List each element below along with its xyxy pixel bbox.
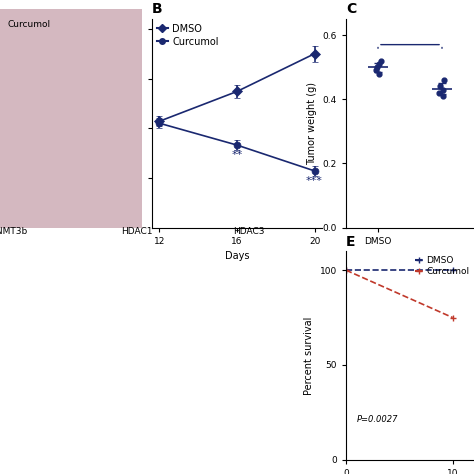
Point bbox=[377, 57, 385, 64]
Point bbox=[436, 82, 444, 90]
Legend: DMSO, Curcumol: DMSO, Curcumol bbox=[415, 256, 469, 276]
Point bbox=[436, 89, 443, 97]
Text: C: C bbox=[346, 2, 356, 17]
Text: HDAC1: HDAC1 bbox=[121, 228, 153, 237]
Text: P=0.0027: P=0.0027 bbox=[356, 415, 398, 424]
Text: DNMT3b: DNMT3b bbox=[0, 228, 27, 237]
Legend: DMSO, Curcumol: DMSO, Curcumol bbox=[156, 24, 219, 47]
Point bbox=[376, 70, 383, 77]
Point bbox=[439, 86, 447, 93]
FancyBboxPatch shape bbox=[0, 9, 142, 228]
Point bbox=[440, 76, 448, 84]
Point bbox=[374, 64, 381, 71]
Text: B: B bbox=[152, 2, 162, 17]
Text: HDAC3: HDAC3 bbox=[233, 228, 264, 237]
Point bbox=[439, 92, 447, 100]
Text: ***: *** bbox=[306, 176, 323, 186]
Text: **: ** bbox=[231, 150, 243, 160]
Point bbox=[372, 66, 380, 74]
Point bbox=[375, 60, 383, 68]
Y-axis label: Tumor volum (mm³): Tumor volum (mm³) bbox=[110, 75, 120, 172]
Y-axis label: Percent survival: Percent survival bbox=[304, 316, 314, 395]
Text: Curcumol: Curcumol bbox=[7, 20, 50, 29]
Y-axis label: Tumor weight (g): Tumor weight (g) bbox=[307, 82, 317, 165]
Text: E: E bbox=[346, 235, 356, 249]
X-axis label: Days: Days bbox=[225, 251, 249, 261]
